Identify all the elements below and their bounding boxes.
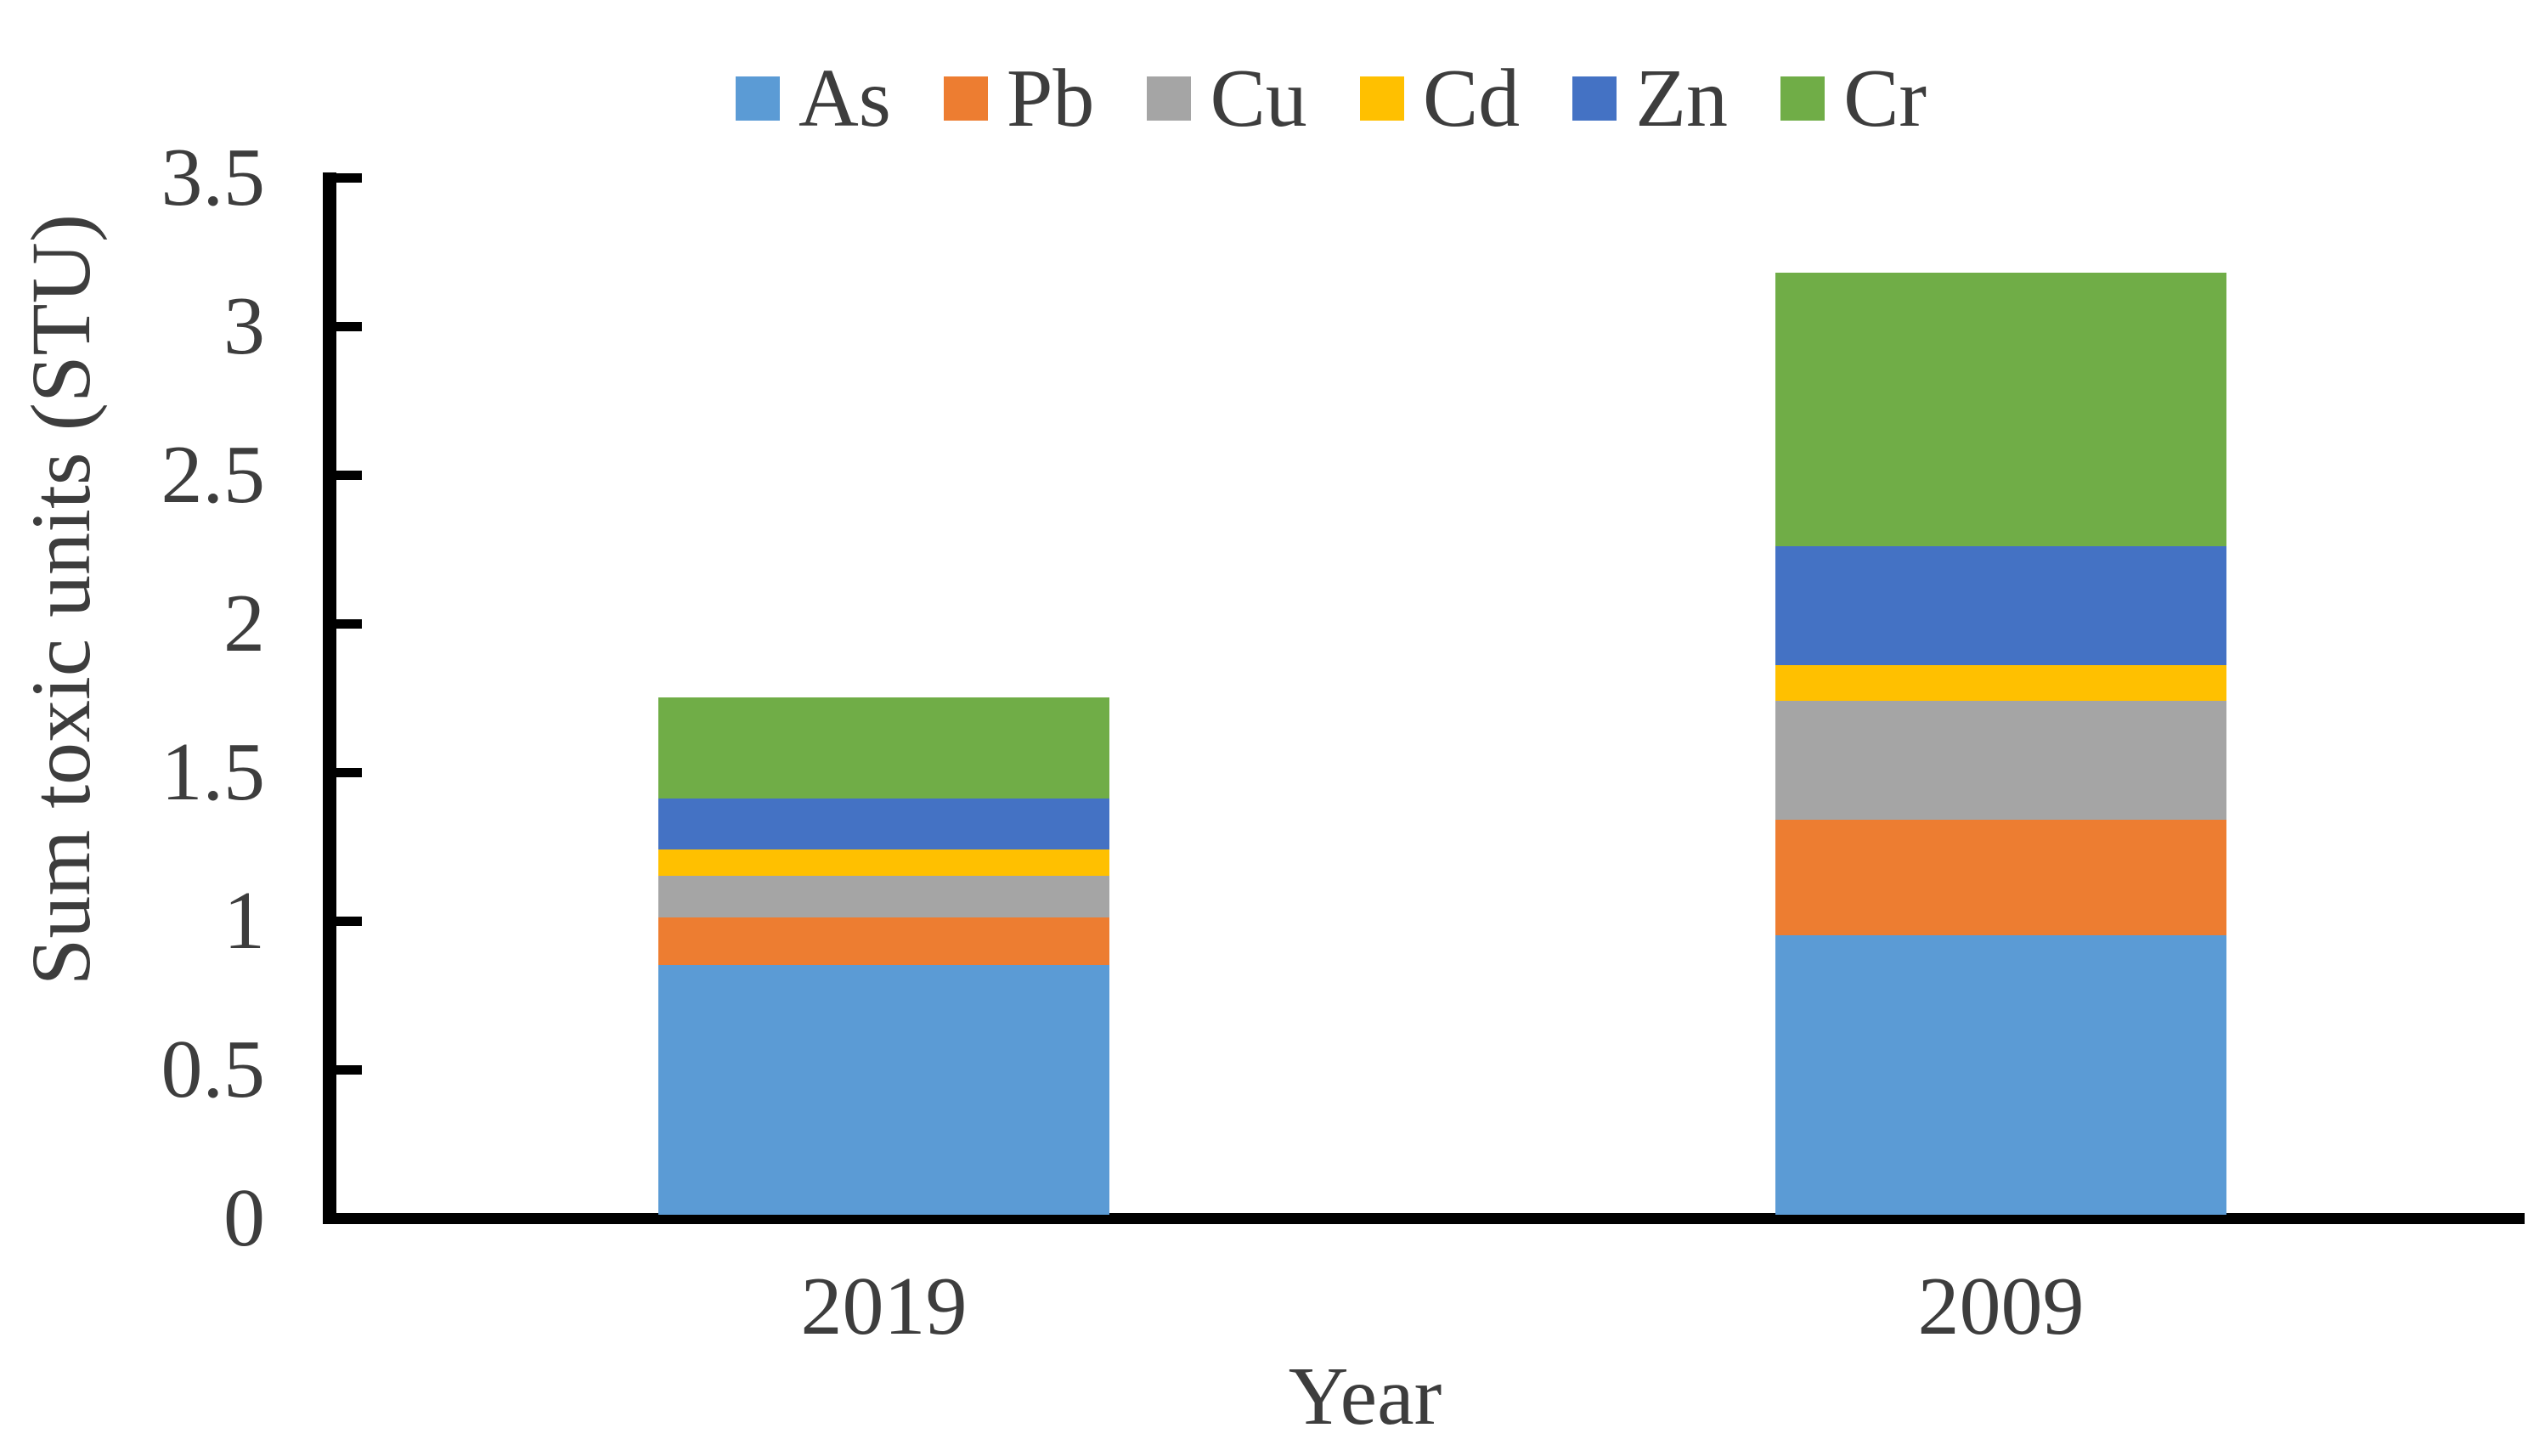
segment-cu-2009 bbox=[1775, 700, 2226, 820]
legend-label-cd: Cd bbox=[1422, 53, 1521, 144]
x-axis-line bbox=[323, 1213, 2525, 1224]
ytick-label-2: 2 bbox=[223, 578, 265, 669]
segment-as-2019 bbox=[658, 965, 1109, 1215]
segment-as-2009 bbox=[1775, 935, 2226, 1215]
legend-swatch-as bbox=[736, 76, 780, 121]
ytick-label-2-5: 2.5 bbox=[161, 429, 266, 521]
legend-item-cu: Cu bbox=[1147, 53, 1307, 144]
legend-swatch-pb bbox=[943, 76, 988, 121]
legend-swatch-zn bbox=[1572, 76, 1617, 121]
ytick-label-3: 3 bbox=[223, 280, 265, 372]
segment-pb-2009 bbox=[1775, 819, 2226, 935]
legend-label-as: As bbox=[798, 53, 891, 144]
segment-pb-2019 bbox=[658, 917, 1109, 965]
legend-swatch-cu bbox=[1147, 76, 1192, 121]
segment-cd-2019 bbox=[658, 849, 1109, 876]
legend-item-zn: Zn bbox=[1572, 57, 1728, 140]
segment-cd-2009 bbox=[1775, 664, 2226, 701]
y-tick-mark-2-5 bbox=[336, 471, 362, 480]
segment-cr-2009 bbox=[1775, 272, 2226, 546]
y-tick-mark-1 bbox=[336, 917, 362, 926]
legend-label-cr: Cr bbox=[1843, 53, 1927, 144]
xtick-label-2009: 2009 bbox=[1917, 1261, 2085, 1352]
ytick-label-3-5: 3.5 bbox=[161, 132, 266, 223]
legend-swatch-cr bbox=[1780, 76, 1826, 121]
segment-zn-2019 bbox=[658, 799, 1109, 849]
legend-label-zn: Zn bbox=[1635, 53, 1729, 144]
legend-item-pb: Pb bbox=[943, 53, 1095, 144]
segment-cr-2019 bbox=[658, 697, 1109, 799]
y-tick-mark-2 bbox=[336, 619, 362, 629]
xtick-label-2019: 2019 bbox=[800, 1261, 968, 1352]
segment-cu-2019 bbox=[658, 876, 1109, 917]
ytick-label-0-5: 0.5 bbox=[161, 1024, 266, 1115]
ytick-label-1-5: 1.5 bbox=[161, 726, 266, 818]
ytick-label-0: 0 bbox=[223, 1172, 265, 1264]
legend-swatch-cd bbox=[1359, 76, 1404, 121]
legend-item-cd: Cd bbox=[1359, 53, 1521, 144]
legend-item-cr: Cr bbox=[1780, 57, 1927, 140]
y-axis-line bbox=[323, 172, 336, 1224]
y-tick-mark-3 bbox=[336, 322, 362, 331]
y-tick-mark-0-5 bbox=[336, 1065, 362, 1075]
legend-item-as: As bbox=[736, 57, 891, 140]
legend-label-pb: Pb bbox=[1006, 53, 1095, 144]
legend: As Pb Cu Cd Zn Cr bbox=[736, 57, 1979, 140]
x-axis-title: Year bbox=[1288, 1351, 1442, 1442]
ytick-label-1: 1 bbox=[223, 875, 265, 967]
y-tick-mark-3-5 bbox=[336, 173, 362, 183]
segment-zn-2009 bbox=[1775, 545, 2226, 665]
legend-label-cu: Cu bbox=[1210, 53, 1307, 144]
y-tick-mark-1-5 bbox=[336, 768, 362, 777]
